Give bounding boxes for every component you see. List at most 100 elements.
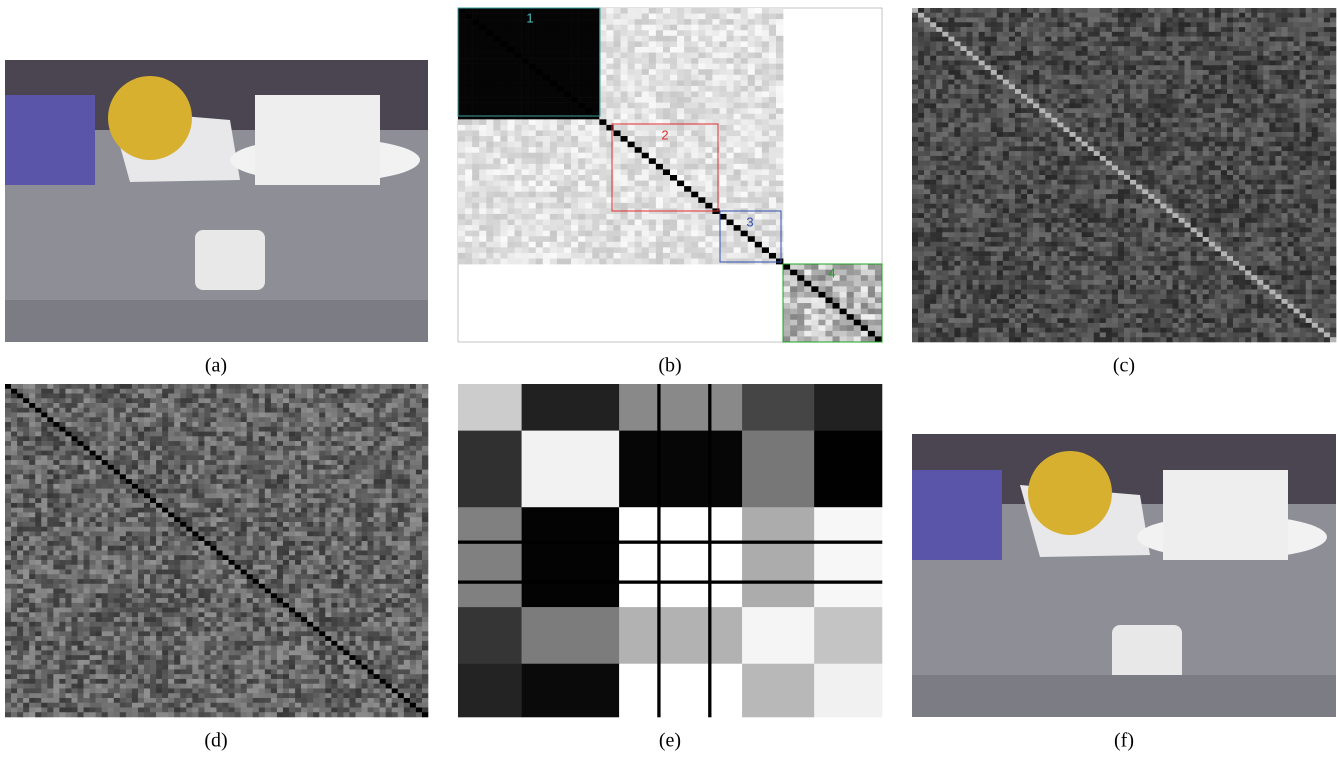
cell: [973, 84, 979, 89]
cell: [536, 53, 543, 59]
cell: [493, 225, 500, 231]
cell: [1191, 46, 1197, 51]
cell: [719, 41, 726, 47]
cell: [705, 14, 712, 20]
cell: [1263, 32, 1269, 37]
cell: [656, 253, 663, 259]
cell: [930, 151, 936, 156]
cell: [960, 18, 966, 23]
cell: [1330, 51, 1336, 56]
cell: [1051, 94, 1057, 99]
cell: [1069, 180, 1075, 185]
cell: [1039, 18, 1045, 23]
cell: [1057, 123, 1063, 128]
cell: [599, 259, 606, 265]
cell: [854, 292, 861, 298]
cell: [486, 92, 493, 98]
cell: [973, 165, 979, 170]
cell: [635, 181, 642, 187]
cell: [727, 142, 734, 148]
cell: [465, 92, 472, 98]
cell: [776, 30, 783, 36]
cell: [635, 203, 642, 209]
cell: [1203, 18, 1209, 23]
cell: [991, 146, 997, 151]
cell: [967, 27, 973, 32]
cell: [1288, 180, 1294, 185]
cell: [811, 270, 818, 276]
cell: [592, 225, 599, 231]
cell: [924, 27, 930, 32]
cell: [997, 142, 1003, 147]
cell: [1009, 127, 1015, 132]
cell: [1257, 161, 1263, 166]
cell: [1003, 165, 1009, 170]
cell: [479, 169, 486, 175]
cell: [1172, 185, 1178, 190]
cell: [1082, 65, 1088, 70]
cell: [642, 64, 649, 70]
cell: [1221, 180, 1227, 185]
cell: [649, 14, 656, 20]
cell: [1306, 146, 1312, 151]
cell: [942, 37, 948, 42]
cell: [973, 170, 979, 175]
cell: [997, 118, 1003, 123]
cell: [1288, 18, 1294, 23]
cell: [1251, 142, 1257, 147]
cell: [684, 197, 691, 203]
cell: [1257, 175, 1263, 180]
cell: [1306, 151, 1312, 156]
cell: [936, 41, 942, 46]
cell: [769, 36, 776, 42]
cell: [912, 170, 918, 175]
cell: [507, 97, 514, 103]
cell: [1160, 41, 1166, 46]
cell: [948, 37, 954, 42]
cell: [1009, 46, 1015, 51]
cell: [691, 86, 698, 92]
cell: [479, 103, 486, 109]
cell: [628, 103, 635, 109]
cell: [486, 58, 493, 64]
cell: [769, 225, 776, 231]
cell: [954, 94, 960, 99]
cell: [486, 80, 493, 86]
cell: [930, 108, 936, 113]
cell: [912, 123, 918, 128]
cell: [868, 270, 875, 276]
cell: [1112, 137, 1118, 142]
cell: [727, 41, 734, 47]
cell: [942, 32, 948, 37]
cell: [861, 286, 868, 292]
cell: [741, 175, 748, 181]
cell: [1142, 185, 1148, 190]
cell: [1076, 84, 1082, 89]
cell: [1227, 89, 1233, 94]
cell: [1191, 142, 1197, 147]
cell: [1269, 75, 1275, 80]
cell: [762, 86, 769, 92]
cell: [936, 185, 942, 190]
cell: [1281, 75, 1287, 80]
cell: [1203, 41, 1209, 46]
cell: [1039, 142, 1045, 147]
cell: [1027, 60, 1033, 65]
cell: [705, 80, 712, 86]
cell: [769, 47, 776, 53]
cell: [472, 142, 479, 148]
cell: [840, 325, 847, 331]
cell: [663, 86, 670, 92]
cell: [677, 231, 684, 237]
cell: [1324, 8, 1330, 13]
cell: [1306, 127, 1312, 132]
cell: [748, 136, 755, 142]
cell: [493, 147, 500, 153]
cell: [979, 65, 985, 70]
cell: [755, 186, 762, 192]
cell: [1009, 89, 1015, 94]
cell: [1300, 185, 1306, 190]
cell: [1233, 180, 1239, 185]
cell: [635, 47, 642, 53]
cell: [1100, 84, 1106, 89]
